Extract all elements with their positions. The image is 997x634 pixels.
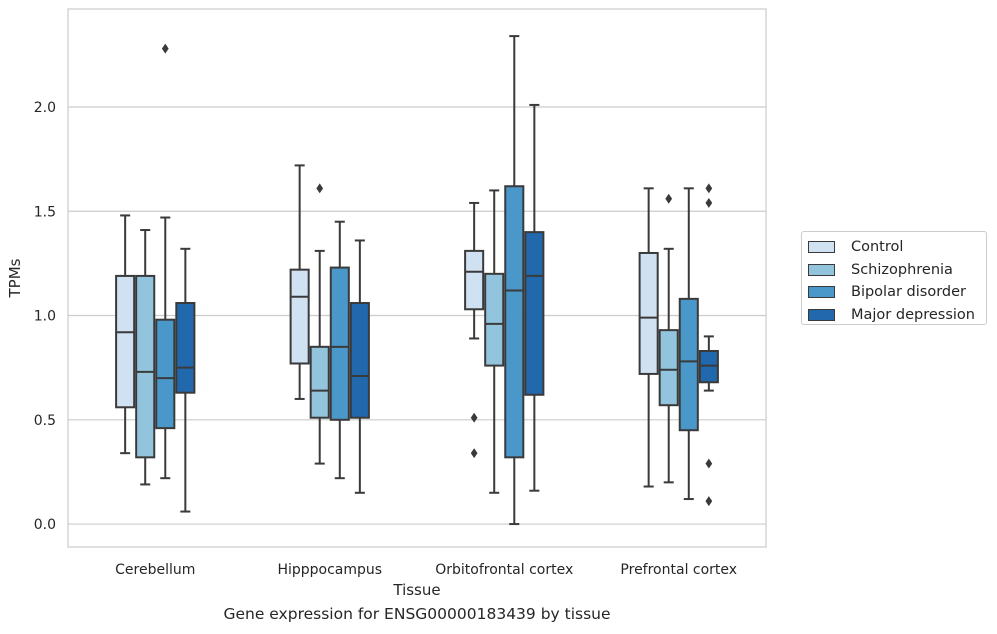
- legend-label: Major depression: [851, 306, 975, 323]
- legend-item: Bipolar disorder: [808, 281, 980, 304]
- legend-swatch: [808, 241, 835, 254]
- outlier-point: [470, 412, 478, 423]
- x-tick-label: Hipppocampus: [277, 562, 382, 578]
- iqr-box: [658, 329, 679, 407]
- outlier-point: [161, 43, 169, 54]
- box-cerebellum-control: [115, 214, 136, 455]
- iqr-box: [135, 274, 156, 459]
- iqr-box: [464, 249, 485, 311]
- y-tick-label: 0.0: [34, 517, 56, 533]
- outlier-point: [705, 197, 713, 208]
- outlier-point: [470, 448, 478, 459]
- y-tick-label: 1.0: [34, 309, 56, 325]
- box-series: [115, 35, 719, 526]
- iqr-box: [484, 272, 505, 367]
- box-prefrontal-cortex-schizophrenia: [658, 193, 679, 484]
- legend-item: Control: [808, 236, 980, 259]
- legend: Control Schizophrenia Bipolar disorder Majo…: [801, 231, 987, 325]
- legend-label: Bipolar disorder: [851, 284, 966, 301]
- iqr-box: [698, 349, 719, 384]
- box-orbitofrontal-cortex-schizophrenia: [484, 189, 505, 494]
- iqr-box: [175, 302, 196, 394]
- outlier-point: [316, 183, 324, 194]
- box-prefrontal-cortex-bipolar-disorder: [678, 187, 699, 501]
- x-axis-label: Tissue: [392, 581, 440, 599]
- legend-label: Schizophrenia: [851, 261, 953, 278]
- plot-area: [67, 8, 767, 548]
- box-prefrontal-cortex-control: [638, 187, 659, 488]
- y-tick-label: 1.5: [34, 204, 56, 220]
- box-hipppocampus-schizophrenia: [309, 183, 330, 465]
- box-hipppocampus-bipolar-disorder: [329, 220, 350, 480]
- legend-swatch: [808, 308, 835, 321]
- box-cerebellum-bipolar-disorder: [155, 43, 176, 480]
- y-axis-label: TPMs: [6, 258, 24, 298]
- iqr-box: [289, 268, 310, 365]
- iqr-box: [155, 318, 176, 430]
- outlier-point: [705, 183, 713, 194]
- x-tick-label: Prefrontal cortex: [620, 562, 737, 578]
- outlier-point: [705, 458, 713, 469]
- iqr-box: [504, 185, 525, 459]
- y-tick-labels: 0.0 0.5 1.0 1.5 2.0: [34, 100, 56, 533]
- legend-item: Major depression: [808, 304, 980, 327]
- box-cerebellum-schizophrenia: [135, 229, 156, 486]
- box-orbitofrontal-cortex-control: [464, 201, 485, 459]
- outlier-point: [665, 193, 673, 204]
- box-hipppocampus-major-depression: [349, 239, 370, 494]
- iqr-box: [678, 297, 699, 432]
- iqr-box: [524, 231, 545, 396]
- iqr-box: [349, 302, 370, 419]
- x-tick-label: Orbitofrontal cortex: [435, 562, 573, 578]
- y-tick-label: 0.5: [34, 413, 56, 429]
- iqr-box: [115, 274, 136, 409]
- box-cerebellum-major-depression: [175, 247, 196, 513]
- box-orbitofrontal-cortex-major-depression: [524, 103, 545, 492]
- iqr-box: [309, 345, 330, 419]
- box-orbitofrontal-cortex-bipolar-disorder: [504, 35, 525, 526]
- legend-swatch: [808, 286, 835, 299]
- y-tick-label: 2.0: [34, 100, 56, 116]
- legend-label: Control: [851, 239, 904, 256]
- box-prefrontal-cortex-major-depression: [698, 183, 719, 507]
- legend-swatch: [808, 263, 835, 276]
- x-tick-labels: Cerebellum Hipppocampus Orbitofrontal cort…: [115, 562, 737, 578]
- box-hipppocampus-control: [289, 164, 310, 400]
- iqr-box: [329, 266, 350, 421]
- outlier-point: [705, 496, 713, 507]
- chart-caption: Gene expression for ENSG00000183439 by t…: [223, 605, 611, 623]
- iqr-box: [638, 251, 659, 375]
- x-tick-label: Cerebellum: [115, 562, 195, 578]
- legend-item: Schizophrenia: [808, 259, 980, 282]
